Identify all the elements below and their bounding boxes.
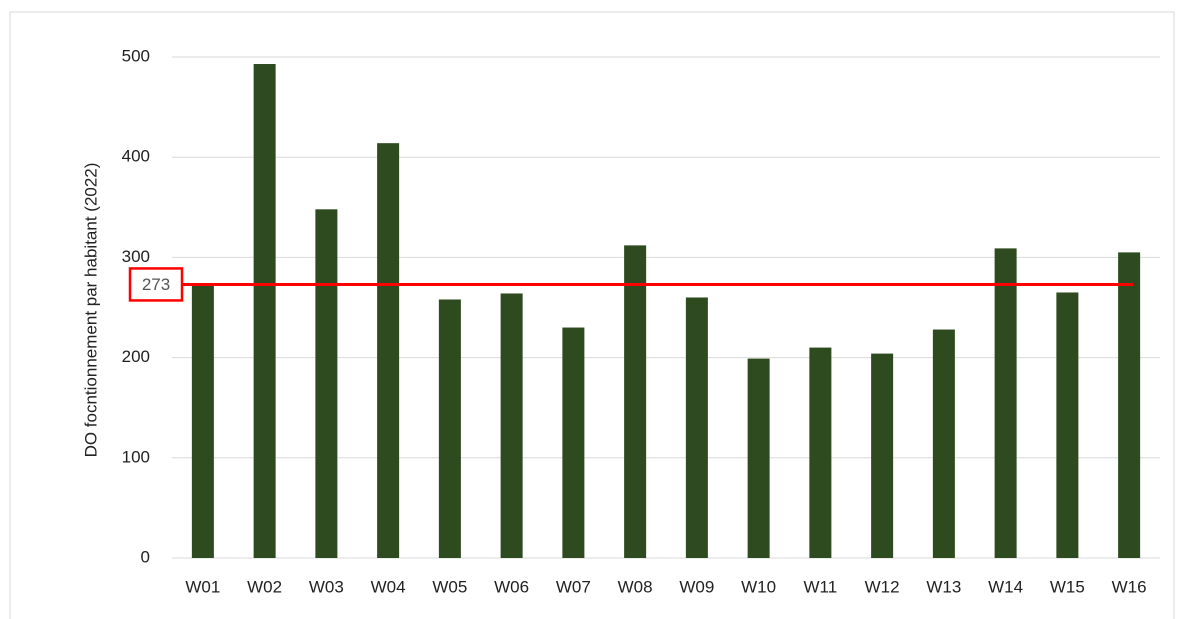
x-tick-label: W13 xyxy=(926,577,961,596)
x-tick-label: W15 xyxy=(1050,577,1085,596)
bar xyxy=(1056,292,1079,558)
bar xyxy=(253,64,276,558)
y-tick-label: 500 xyxy=(122,46,150,65)
bar xyxy=(932,329,955,558)
bar xyxy=(624,245,647,558)
bar xyxy=(871,353,894,558)
bar xyxy=(377,143,400,558)
y-tick-label: 100 xyxy=(122,447,150,466)
x-tick-label: W09 xyxy=(679,577,714,596)
x-tick-label: W04 xyxy=(371,577,406,596)
reference-label-box xyxy=(128,267,184,302)
bar xyxy=(809,347,832,558)
x-tick-label: W08 xyxy=(618,577,653,596)
x-tick-label: W16 xyxy=(1112,577,1147,596)
reference-label: 273 xyxy=(142,275,170,294)
x-tick-label: W10 xyxy=(741,577,776,596)
x-tick-label: W01 xyxy=(185,577,220,596)
x-tick-label: W02 xyxy=(247,577,282,596)
bar xyxy=(438,299,461,558)
bar xyxy=(562,327,585,558)
bar xyxy=(500,293,523,558)
y-tick-label: 0 xyxy=(141,547,150,566)
bar xyxy=(685,297,708,558)
y-tick-label: 400 xyxy=(122,147,150,166)
x-tick-label: W03 xyxy=(309,577,344,596)
bar xyxy=(747,358,770,558)
x-tick-label: W06 xyxy=(494,577,529,596)
bar xyxy=(315,209,338,558)
x-tick-label: W12 xyxy=(865,577,900,596)
bar xyxy=(1118,252,1141,558)
y-tick-label: 200 xyxy=(122,347,150,366)
x-tick-label: W11 xyxy=(804,577,838,596)
y-tick-label: 300 xyxy=(122,247,150,266)
x-tick-label: W14 xyxy=(988,577,1023,596)
bar xyxy=(191,283,214,558)
y-axis-label: DO focntionnement par habitant (2022) xyxy=(81,163,100,458)
x-tick-label: W07 xyxy=(556,577,591,596)
bar xyxy=(994,248,1017,558)
x-tick-label: W05 xyxy=(432,577,467,596)
